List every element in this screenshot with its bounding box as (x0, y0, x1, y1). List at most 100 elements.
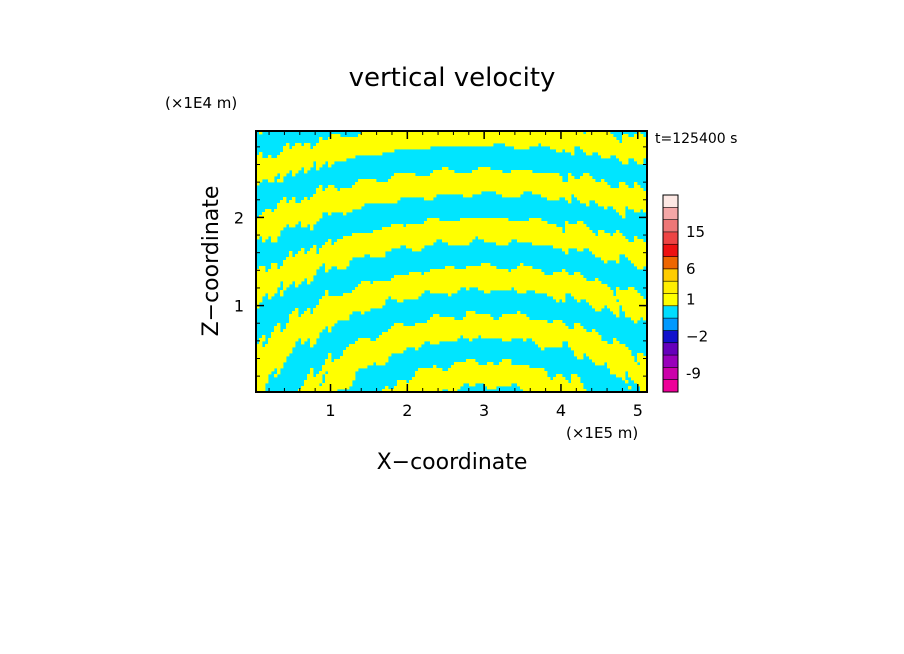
field-cell (259, 164, 263, 168)
field-cell (544, 182, 548, 186)
field-cell (577, 188, 581, 192)
field-cell (526, 137, 530, 141)
field-cell (313, 314, 317, 318)
field-cell (328, 137, 332, 141)
field-cell (604, 356, 608, 360)
field-cell (586, 347, 590, 351)
field-cell (307, 311, 311, 315)
field-cell (439, 272, 443, 276)
field-cell (292, 323, 296, 327)
field-cell (580, 182, 584, 186)
field-cell (601, 179, 605, 183)
field-cell (439, 233, 443, 237)
field-cell (310, 212, 314, 216)
field-cell (415, 296, 419, 300)
field-cell (442, 332, 446, 336)
field-cell (589, 149, 593, 153)
field-cell (409, 173, 413, 177)
field-cell (463, 362, 467, 366)
field-cell (328, 266, 332, 270)
field-cell (325, 188, 329, 192)
field-cell (619, 209, 623, 213)
field-cell (634, 185, 638, 189)
field-cell (568, 332, 572, 336)
field-cell (301, 248, 305, 252)
field-cell (274, 212, 278, 216)
field-cell (286, 218, 290, 222)
field-cell (334, 308, 338, 312)
field-cell (328, 329, 332, 333)
field-cell (427, 188, 431, 192)
field-cell (433, 329, 437, 333)
field-cell (409, 278, 413, 282)
field-cell (400, 131, 404, 135)
field-cell (487, 185, 491, 189)
field-cell (316, 215, 320, 219)
field-cell (550, 140, 554, 144)
field-cell (436, 275, 440, 279)
field-cell (352, 245, 356, 249)
field-cell (391, 185, 395, 189)
field-cell (379, 182, 383, 186)
field-cell (397, 176, 401, 180)
field-cell (520, 146, 524, 150)
field-cell (469, 332, 473, 336)
field-cell (466, 269, 470, 273)
field-cell (376, 146, 380, 150)
field-cell (361, 305, 365, 309)
field-cell (463, 221, 467, 225)
field-cell (502, 194, 506, 198)
field-cell (481, 272, 485, 276)
field-cell (379, 287, 383, 291)
field-cell (268, 173, 272, 177)
field-cell (400, 296, 404, 300)
field-cell (337, 206, 341, 210)
field-cell (583, 329, 587, 333)
field-cell (481, 227, 485, 231)
field-cell (352, 200, 356, 204)
field-cell (502, 173, 506, 177)
field-cell (634, 200, 638, 204)
field-cell (430, 134, 434, 138)
field-cell (277, 209, 281, 213)
field-cell (502, 323, 506, 327)
field-cell (337, 140, 341, 144)
field-cell (436, 170, 440, 174)
field-cell (394, 191, 398, 195)
field-cell (364, 131, 368, 135)
field-cell (628, 245, 632, 249)
field-cell (634, 239, 638, 243)
field-cell (550, 188, 554, 192)
field-cell (547, 134, 551, 138)
field-cell (577, 341, 581, 345)
field-cell (571, 233, 575, 237)
field-cell (574, 140, 578, 144)
field-cell (517, 290, 521, 294)
field-cell (379, 335, 383, 339)
field-cell (637, 155, 641, 159)
field-cell (460, 224, 464, 228)
field-cell (412, 338, 416, 342)
field-cell (520, 239, 524, 243)
field-cell (634, 260, 638, 264)
field-cell (259, 344, 263, 348)
field-cell (604, 239, 608, 243)
field-cell (445, 233, 449, 237)
field-cell (274, 344, 278, 348)
field-cell (547, 233, 551, 237)
field-cell (376, 344, 380, 348)
field-cell (457, 179, 461, 183)
field-cell (397, 131, 401, 135)
field-cell (328, 152, 332, 156)
field-cell (355, 245, 359, 249)
field-cell (550, 227, 554, 231)
field-cell (496, 323, 500, 327)
field-cell (508, 131, 512, 135)
field-cell (538, 134, 542, 138)
field-cell (487, 263, 491, 267)
field-cell (487, 362, 491, 366)
field-cell (292, 209, 296, 213)
field-cell (271, 221, 275, 225)
field-cell (511, 272, 515, 276)
field-cell (325, 263, 329, 267)
